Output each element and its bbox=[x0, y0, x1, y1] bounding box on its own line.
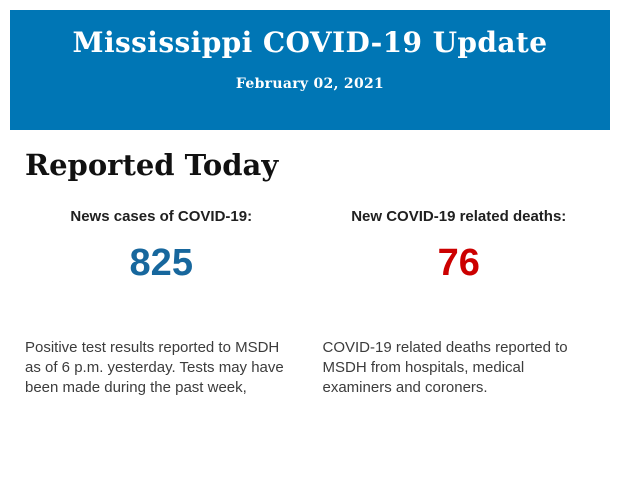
new-deaths-description: COVID-19 related deaths reported to MSDH… bbox=[322, 339, 568, 396]
new-deaths-value: 76 bbox=[437, 242, 480, 284]
new-cases-value: 825 bbox=[129, 242, 193, 284]
header-date: February 02, 2021 bbox=[235, 76, 385, 92]
new-cases-description: Positive test results reported to MSDH a… bbox=[25, 339, 284, 396]
stat-column-new-deaths: New COVID-19 related deaths: 76 COVID-19… bbox=[323, 208, 596, 398]
stat-column-new-cases: News cases of COVID-19: 825 Positive tes… bbox=[25, 208, 298, 398]
stats-columns: News cases of COVID-19: 825 Positive tes… bbox=[25, 208, 595, 398]
new-cases-label: News cases of COVID-19: bbox=[70, 208, 253, 225]
content-area: Reported Today News cases of COVID-19: 8… bbox=[0, 130, 620, 398]
section-heading: Reported Today bbox=[25, 148, 279, 182]
header-banner: Mississippi COVID-19 Update February 02,… bbox=[10, 10, 610, 130]
page-title: Mississippi COVID-19 Update bbox=[72, 26, 548, 59]
new-deaths-label: New COVID-19 related deaths: bbox=[351, 208, 567, 225]
